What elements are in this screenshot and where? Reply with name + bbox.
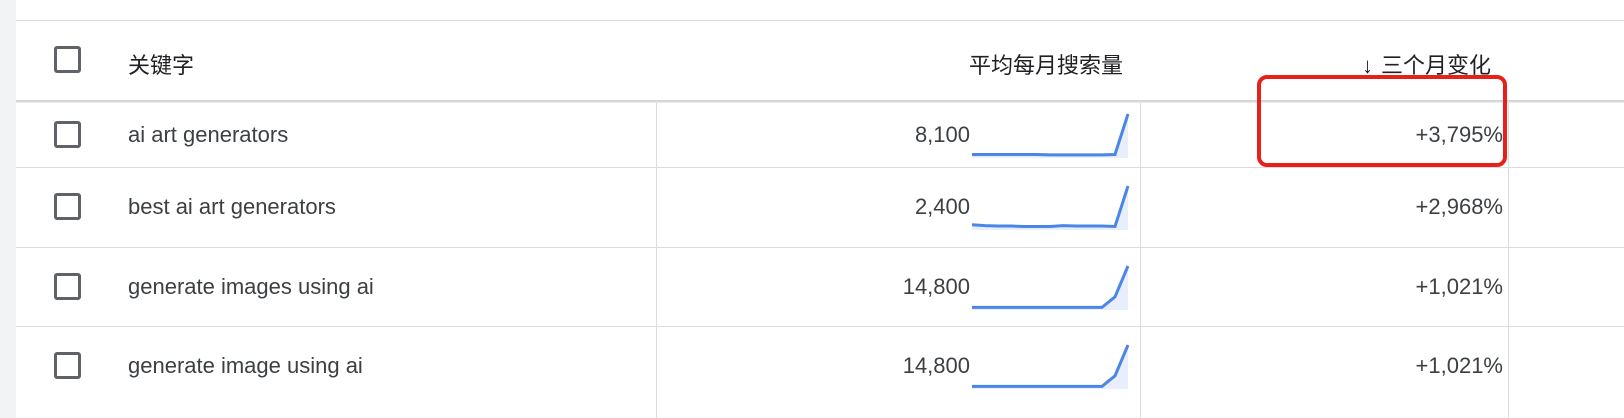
sort-descending-icon: ↓ bbox=[1361, 53, 1373, 78]
trend-sparkline[interactable] bbox=[970, 342, 1134, 392]
change-cell: +2,968% bbox=[1156, 167, 1503, 247]
change-value: +1,021% bbox=[1415, 273, 1503, 299]
row-checkbox[interactable] bbox=[54, 193, 81, 220]
highlight-box bbox=[1257, 75, 1507, 167]
keyword-text: generate images using ai bbox=[128, 273, 374, 299]
table-row[interactable]: ai art generators 8,100 +3,795% bbox=[16, 103, 1624, 167]
trend-area bbox=[972, 114, 1128, 158]
table-header: 关键字 平均每月搜索量 ↓ 三个月变化 bbox=[16, 21, 1624, 101]
change-cell: +1,021% bbox=[1156, 326, 1503, 406]
column-divider bbox=[656, 20, 657, 418]
row-divider bbox=[16, 247, 1624, 248]
row-checkbox[interactable] bbox=[54, 272, 81, 300]
table-row[interactable]: best ai art generators 2,400 +2,968% bbox=[16, 167, 1624, 247]
trend-sparkline[interactable] bbox=[970, 263, 1134, 313]
row-checkbox[interactable] bbox=[54, 121, 81, 148]
volume-value: 8,100 bbox=[914, 122, 970, 147]
change-cell: +1,021% bbox=[1156, 247, 1503, 327]
trend-area bbox=[972, 265, 1128, 310]
volume-value: 14,800 bbox=[902, 353, 970, 378]
change-value: +1,021% bbox=[1415, 353, 1503, 378]
volume-value: 2,400 bbox=[914, 194, 970, 219]
change-cell: +3,795% bbox=[1156, 103, 1503, 183]
volume-cell: 14,800 bbox=[679, 247, 970, 327]
volume-cell: 14,800 bbox=[679, 326, 970, 406]
trend-line bbox=[972, 344, 1130, 388]
row-divider bbox=[16, 167, 1624, 168]
keyword-text: generate image using ai bbox=[128, 353, 363, 378]
change-value: +2,968% bbox=[1415, 194, 1503, 219]
row-checkbox[interactable] bbox=[54, 352, 81, 379]
volume-column-header[interactable]: 平均每月搜索量 bbox=[968, 53, 1123, 78]
table-top-strip bbox=[16, 0, 1624, 21]
table-row[interactable]: generate images using ai 14,800 +1,021% bbox=[16, 247, 1624, 326]
trend-line bbox=[972, 264, 1130, 309]
trend-sparkline[interactable] bbox=[970, 183, 1134, 233]
trend-area bbox=[972, 186, 1128, 230]
header-divider bbox=[16, 100, 1624, 103]
select-all-checkbox[interactable] bbox=[54, 46, 81, 73]
keyword-text: best ai art generators bbox=[128, 194, 336, 219]
volume-cell: 2,400 bbox=[679, 167, 970, 247]
change-column-label: 三个月变化 bbox=[1380, 53, 1491, 78]
column-divider bbox=[1508, 20, 1509, 418]
volume-value: 14,800 bbox=[902, 273, 970, 299]
change-column-header[interactable]: ↓ 三个月变化 bbox=[1362, 48, 1491, 80]
change-value: +3,795% bbox=[1415, 122, 1503, 147]
trend-line bbox=[971, 185, 1130, 229]
trend-line bbox=[972, 113, 1130, 157]
keyword-table: 关键字 平均每月搜索量 ↓ 三个月变化 ai art generators 8,10… bbox=[16, 0, 1624, 418]
trend-sparkline[interactable] bbox=[970, 111, 1134, 161]
volume-cell: 8,100 bbox=[679, 103, 970, 183]
row-divider bbox=[16, 326, 1624, 327]
trend-area bbox=[972, 345, 1128, 389]
keyword-text: ai art generators bbox=[128, 122, 289, 147]
table-row[interactable]: generate image using ai 14,800 +1,021% bbox=[16, 326, 1624, 406]
keyword-column-header[interactable]: 关键字 bbox=[128, 53, 195, 78]
column-divider bbox=[1140, 20, 1141, 418]
